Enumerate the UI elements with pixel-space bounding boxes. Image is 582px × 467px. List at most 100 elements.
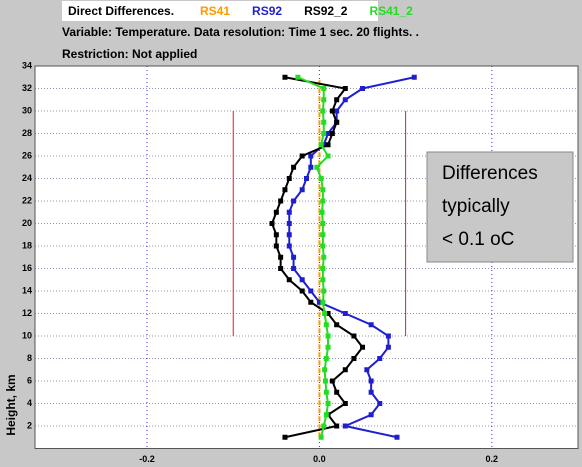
y-axis-label: Height, km	[4, 374, 18, 435]
data-point	[299, 277, 305, 283]
data-point	[286, 221, 292, 226]
data-point	[273, 232, 279, 238]
data-point	[282, 434, 288, 440]
data-point	[385, 344, 391, 350]
data-point	[278, 266, 284, 271]
data-point	[273, 209, 279, 215]
data-point	[321, 131, 327, 136]
y-tick-label: 8	[27, 353, 32, 363]
annotation-text: Differences	[442, 163, 538, 184]
data-point	[322, 311, 328, 316]
data-point	[320, 277, 326, 283]
data-point	[377, 356, 383, 361]
data-point	[291, 266, 297, 271]
data-point	[342, 423, 348, 429]
data-point	[323, 389, 329, 395]
chart-subtitle: Variable: Temperature. Data resolution: …	[62, 25, 419, 39]
data-point	[325, 153, 331, 159]
data-point	[321, 119, 327, 125]
data-point	[286, 232, 292, 238]
legend-box	[62, 1, 378, 21]
annotation-box	[426, 151, 574, 263]
data-point	[304, 176, 309, 181]
data-point	[411, 74, 417, 80]
data-point	[282, 187, 288, 193]
data-point	[286, 277, 292, 283]
data-point	[299, 187, 305, 193]
data-point	[342, 86, 348, 91]
y-tick-label: 18	[22, 240, 32, 250]
data-point	[286, 243, 292, 249]
data-point	[385, 333, 391, 339]
data-point	[299, 153, 305, 159]
y-tick-label: 6	[27, 375, 32, 385]
x-tick-label: 0.2	[486, 454, 499, 464]
data-point	[308, 299, 314, 305]
data-point	[368, 412, 374, 418]
y-tick-label: 28	[22, 128, 32, 138]
y-tick-label: 26	[22, 150, 32, 160]
data-point	[320, 266, 326, 271]
data-point	[320, 243, 326, 249]
data-point	[377, 401, 383, 406]
data-point	[351, 356, 357, 361]
y-tick-label: 12	[22, 308, 32, 318]
data-point	[320, 299, 326, 305]
data-point	[295, 74, 301, 80]
data-point	[316, 299, 322, 305]
restriction: Restriction: Not applied	[62, 47, 197, 61]
x-tick-label: -0.2	[139, 454, 155, 464]
data-point	[329, 131, 335, 136]
data-point	[334, 108, 340, 114]
data-point	[364, 367, 370, 373]
data-point	[269, 221, 275, 226]
data-point	[334, 322, 340, 328]
data-point	[320, 232, 326, 238]
y-tick-label: 14	[22, 285, 32, 295]
data-point	[321, 86, 327, 91]
data-point	[351, 333, 357, 339]
y-tick-label: 2	[27, 420, 32, 430]
data-point	[325, 311, 331, 316]
y-tick-label: 4	[27, 398, 32, 408]
x-tick-label: 0.0	[313, 454, 326, 464]
data-point	[325, 401, 331, 406]
data-point	[323, 412, 329, 418]
data-point	[320, 108, 326, 114]
data-point	[325, 142, 331, 148]
plot-border	[34, 65, 579, 449]
data-point	[286, 176, 292, 181]
y-tick-label: 20	[22, 218, 32, 228]
legend-entry: RS41	[200, 4, 230, 18]
data-point	[273, 243, 279, 249]
data-point	[323, 322, 329, 328]
data-point	[334, 423, 340, 429]
annotation-text: typically	[442, 196, 510, 217]
y-tick-label: 30	[22, 105, 32, 115]
data-point	[308, 153, 314, 159]
data-point	[394, 434, 400, 440]
data-point	[325, 131, 331, 136]
data-point	[278, 198, 284, 204]
data-point	[321, 288, 327, 294]
data-point	[323, 356, 329, 361]
data-point	[308, 164, 314, 170]
data-point	[319, 209, 325, 215]
data-point	[320, 221, 326, 226]
y-tick-label: 34	[22, 60, 32, 70]
data-point	[322, 367, 328, 373]
data-point	[278, 254, 284, 260]
data-point	[325, 344, 331, 350]
data-point	[318, 434, 324, 440]
legend-entry: RS92	[252, 4, 282, 18]
data-point	[320, 198, 326, 204]
data-point	[334, 97, 340, 103]
data-point	[318, 142, 324, 148]
data-point	[322, 378, 328, 384]
data-point	[321, 423, 327, 429]
data-point	[329, 378, 335, 384]
y-tick-label: 16	[22, 263, 32, 273]
data-point	[286, 209, 292, 215]
